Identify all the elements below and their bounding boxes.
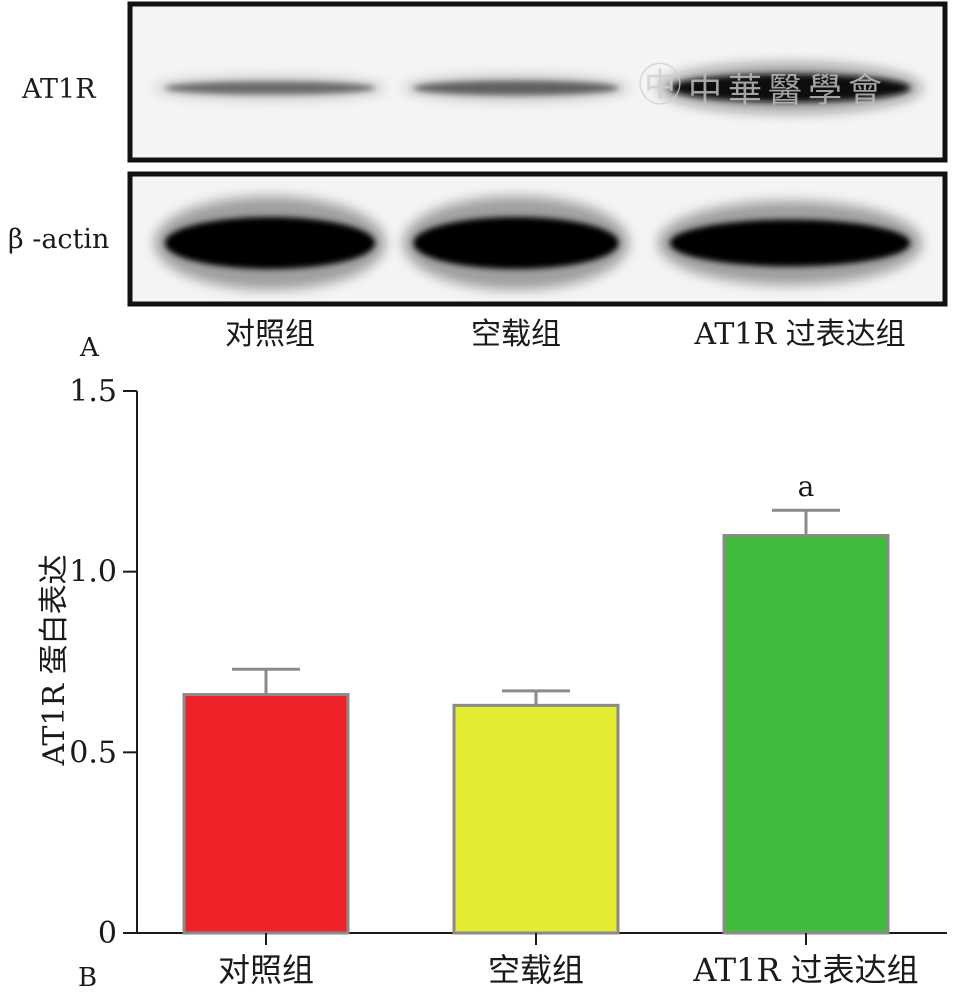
chart-x-labels: 对照组 空载组 AT1R 过表达组 (218, 951, 919, 989)
row-label-at1r: AT1R (21, 74, 96, 105)
blot-band (413, 217, 619, 269)
x-tick-label: AT1R 过表达组 (692, 951, 918, 989)
y-tick-label: 0.5 (69, 735, 117, 770)
lane-label-control: 对照组 (225, 317, 315, 352)
chart-y-ticks: 0 0.5 1.0 1.5 (69, 374, 137, 951)
y-tick-label: 1.5 (69, 374, 117, 409)
row-label-beta-actin: β -actin (8, 224, 109, 255)
lane-label-at1r-overexpression: AT1R 过表达组 (693, 317, 905, 352)
blot-band (670, 74, 910, 102)
panel-letter-b: B (78, 963, 97, 993)
watermark-seal-icon: ㊥ (638, 60, 682, 111)
panel-letter-a: A (79, 333, 100, 363)
significance-label: a (798, 470, 815, 503)
western-blot-panel: ㊥ 中華醫學會 AT1R β -actin 对照组 空载组 AT1R 过表达组 … (8, 1, 948, 363)
y-tick-label: 1.0 (69, 555, 117, 590)
blot-box-beta-actin (127, 171, 948, 307)
blot-bands-beta-actin (154, 196, 922, 290)
bar-chart: a 0 0.5 1.0 1.5 对照组 空载组 AT1R 过表达组 AT1R 蛋白表达 B (37, 374, 947, 993)
x-tick-label: 对照组 (218, 951, 314, 989)
chart-bars: a (182, 470, 890, 945)
lane-label-empty-vector: 空载组 (471, 317, 561, 352)
blot-bands-at1r (154, 62, 922, 114)
y-axis-label: AT1R 蛋白表达 (37, 554, 72, 766)
y-tick-label: 0 (98, 916, 117, 951)
watermark-text: 中華醫學會 (688, 71, 888, 111)
blot-band (165, 81, 375, 95)
bar (182, 693, 350, 935)
x-tick-label: 空载组 (488, 951, 584, 989)
blot-band (413, 81, 619, 95)
blot-band (670, 219, 910, 267)
blot-band (165, 217, 375, 269)
bar (452, 703, 620, 935)
blot-box-at1r: ㊥ 中華醫學會 (127, 1, 948, 163)
bar (722, 534, 890, 935)
